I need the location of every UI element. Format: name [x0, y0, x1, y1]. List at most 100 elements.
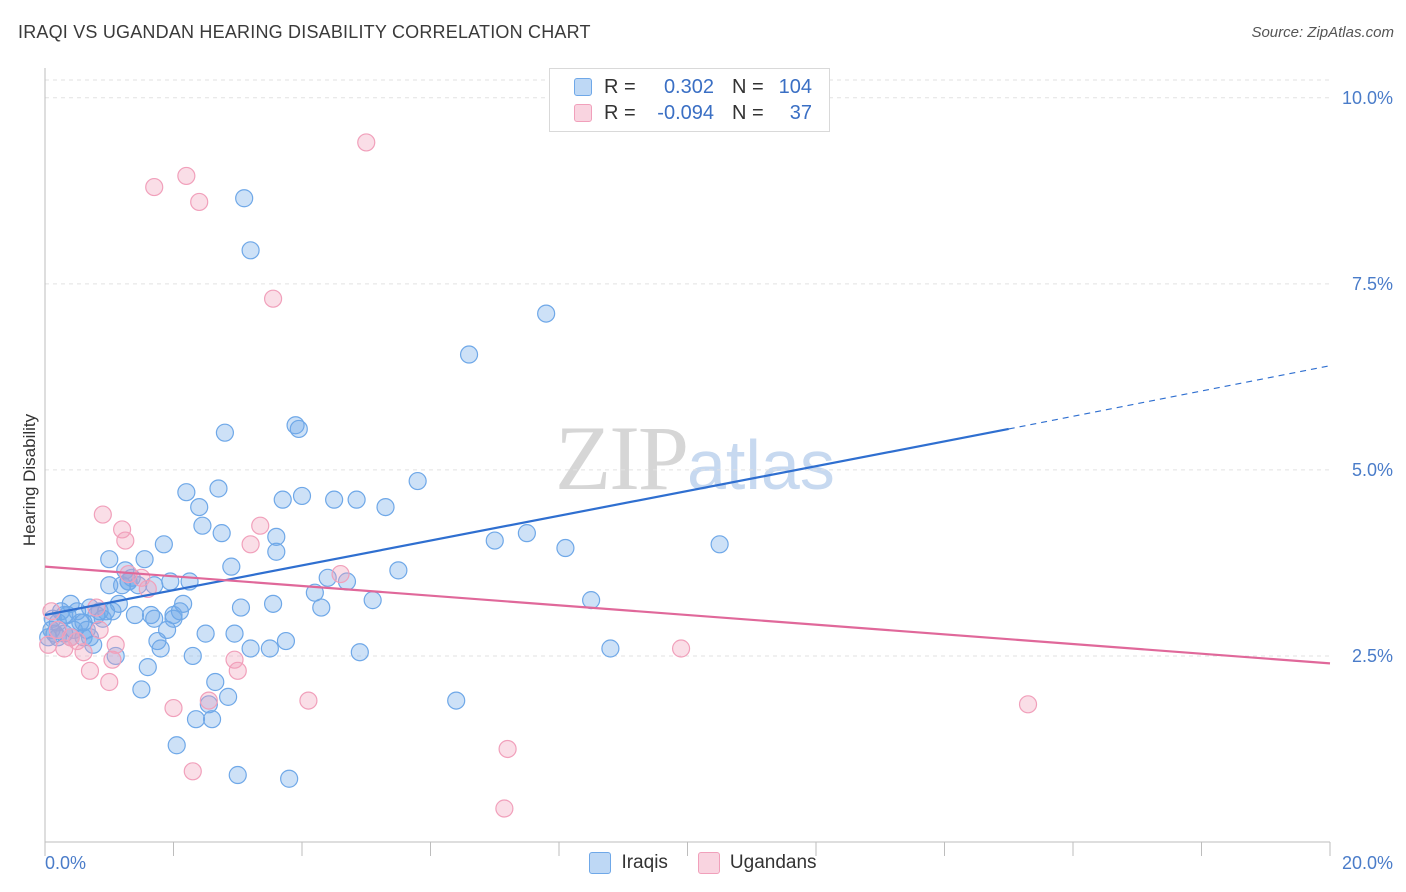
- point-ugandans: [183, 762, 202, 781]
- point-iraqis: [61, 594, 80, 613]
- trend-line-ugandans: [44, 565, 1331, 665]
- point-iraqis: [219, 687, 238, 706]
- point-iraqis: [202, 710, 222, 729]
- trend-line-iraqis-extension: [1008, 365, 1331, 430]
- point-ugandans: [251, 516, 270, 535]
- point-iraqis: [231, 598, 251, 617]
- point-iraqis: [556, 538, 575, 558]
- x-tick-label: 20.0%: [1342, 853, 1393, 873]
- point-iraqis: [280, 769, 299, 788]
- point-iraqis: [177, 483, 196, 502]
- point-ugandans: [116, 531, 135, 550]
- x-tick-label: 0.0%: [45, 853, 86, 873]
- point-ugandans: [357, 133, 376, 152]
- point-iraqis: [267, 527, 286, 546]
- legend-n-value: 104: [778, 75, 812, 98]
- point-ugandans: [93, 505, 112, 524]
- bottom-legend-ugandans: Ugandans: [697, 852, 817, 874]
- point-iraqis: [174, 594, 193, 613]
- bottom-legend-label: Iraqis: [621, 852, 668, 873]
- point-iraqis: [260, 639, 279, 658]
- legend-row-iraqis: R = 0.302 N = 104: [574, 74, 812, 100]
- point-ugandans: [138, 579, 157, 599]
- legend-row-ugandans: R = -0.094 N = 37: [574, 100, 812, 126]
- point-iraqis: [273, 490, 292, 509]
- y-tick-label: 2.5%: [1352, 646, 1393, 666]
- point-iraqis: [186, 710, 206, 729]
- point-iraqis: [135, 550, 154, 569]
- point-iraqis: [212, 524, 231, 543]
- point-iraqis: [228, 765, 247, 785]
- legend: R = 0.302 N = 104 R = -0.094 N = 37: [549, 68, 830, 132]
- legend-r-label: R =: [604, 101, 636, 124]
- point-ugandans: [299, 691, 318, 710]
- y-tick-label: 10.0%: [1342, 88, 1393, 108]
- legend-n-label: N =: [732, 75, 764, 98]
- legend-r-label: R =: [604, 75, 636, 98]
- point-iraqis: [125, 605, 145, 625]
- point-iraqis: [209, 479, 228, 498]
- point-iraqis: [537, 304, 556, 323]
- legend-n-value: 37: [789, 101, 812, 124]
- point-ugandans: [164, 698, 183, 718]
- point-iraqis: [132, 680, 151, 699]
- legend-n-label: N =: [732, 101, 764, 124]
- bottom-legend-iraqis: Iraqis: [589, 852, 668, 874]
- point-iraqis: [389, 561, 408, 580]
- point-iraqis: [196, 624, 215, 643]
- point-ugandans: [112, 520, 132, 539]
- point-iraqis: [225, 624, 244, 643]
- point-iraqis: [312, 598, 331, 617]
- bottom-legend-swatch-iraqis: [589, 852, 612, 874]
- point-ugandans: [190, 192, 209, 212]
- point-ugandans: [225, 650, 244, 669]
- watermark: ZIPatlas: [555, 405, 835, 511]
- point-ugandans: [1018, 695, 1038, 714]
- point-ugandans: [145, 177, 164, 197]
- point-iraqis: [215, 423, 234, 442]
- point-iraqis: [350, 643, 369, 662]
- legend-r-value: -0.094: [657, 101, 714, 124]
- point-iraqis: [363, 591, 382, 610]
- y-tick-label: 5.0%: [1352, 460, 1393, 480]
- point-iraqis: [206, 672, 225, 692]
- point-iraqis: [517, 524, 536, 543]
- point-iraqis: [710, 535, 729, 554]
- point-ugandans: [39, 635, 58, 654]
- point-iraqis: [347, 490, 366, 509]
- point-iraqis: [447, 691, 466, 710]
- point-iraqis: [485, 531, 504, 550]
- point-iraqis: [222, 557, 241, 576]
- point-iraqis: [325, 490, 344, 509]
- point-ugandans: [42, 602, 61, 621]
- point-ugandans: [100, 672, 119, 692]
- point-iraqis: [241, 241, 260, 260]
- point-ugandans: [228, 661, 247, 680]
- point-iraqis: [408, 471, 427, 491]
- point-ugandans: [90, 620, 109, 639]
- point-iraqis: [164, 609, 183, 628]
- point-ugandans: [498, 739, 517, 759]
- legend-swatch-iraqis: [574, 78, 592, 96]
- chart-title: IRAQI VS UGANDAN HEARING DISABILITY CORR…: [18, 22, 591, 42]
- point-ugandans: [80, 661, 100, 680]
- point-ugandans: [68, 631, 87, 651]
- legend-r-value: 0.302: [663, 75, 714, 98]
- watermark-zip: ZIP: [555, 407, 689, 509]
- point-ugandans: [199, 691, 218, 710]
- point-iraqis: [100, 550, 119, 569]
- watermark-atlas: atlas: [687, 426, 835, 504]
- legend-swatch-ugandans: [574, 104, 592, 122]
- point-ugandans: [495, 799, 514, 818]
- point-iraqis: [376, 497, 395, 517]
- point-iraqis: [145, 609, 164, 628]
- point-iraqis: [138, 658, 157, 677]
- point-iraqis: [459, 345, 479, 364]
- point-iraqis: [276, 631, 296, 651]
- point-ugandans: [87, 598, 106, 617]
- point-iraqis: [193, 516, 212, 535]
- point-iraqis: [241, 639, 260, 658]
- point-ugandans: [74, 643, 93, 662]
- point-iraqis: [154, 535, 173, 554]
